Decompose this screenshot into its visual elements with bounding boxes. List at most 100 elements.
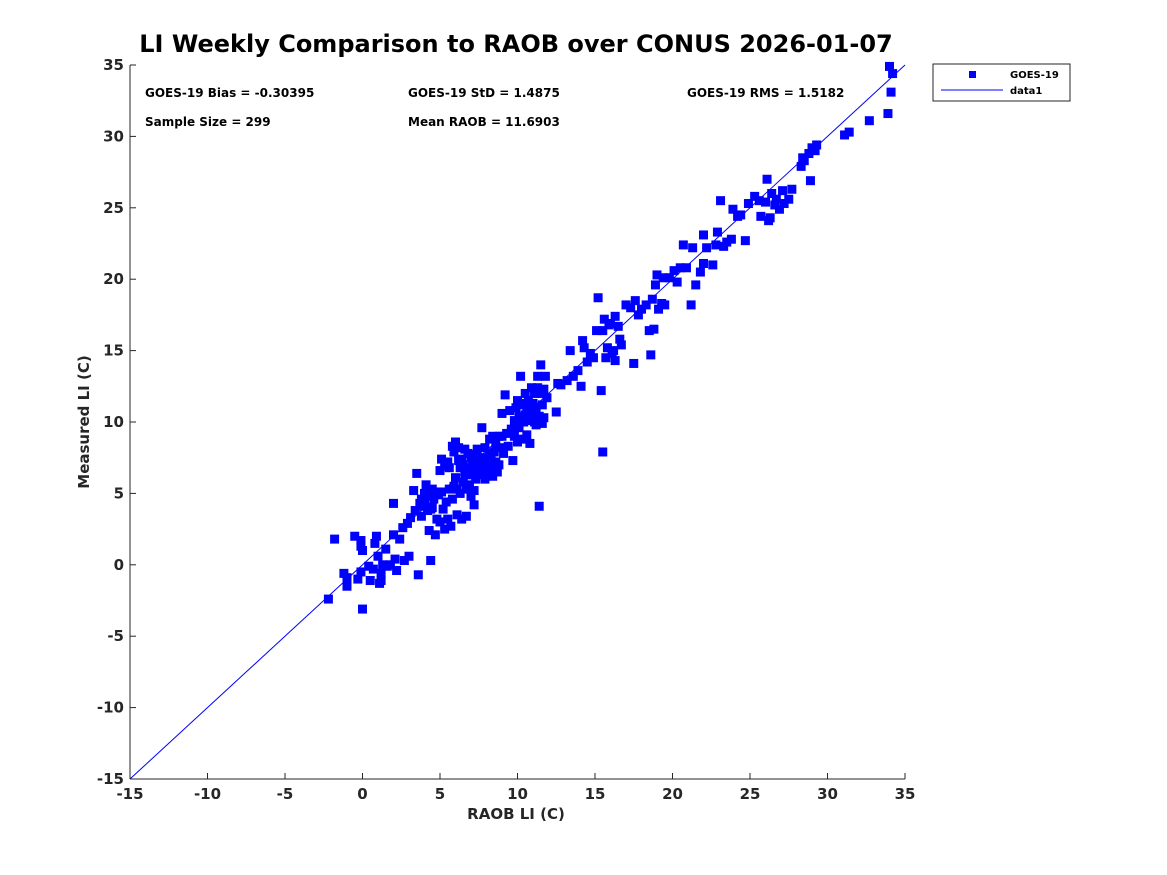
- data-point: [770, 200, 780, 210]
- data-point: [513, 437, 522, 447]
- data-point: [404, 551, 414, 561]
- data-point: [629, 358, 639, 368]
- data-point: [740, 236, 750, 246]
- data-point: [562, 376, 572, 386]
- data-points: [323, 61, 898, 614]
- x-tick-label: 20: [662, 785, 683, 803]
- data-point: [578, 336, 588, 346]
- data-point: [495, 443, 505, 453]
- data-point: [664, 273, 674, 283]
- x-tick-label: -15: [116, 785, 143, 803]
- data-point: [883, 109, 893, 119]
- data-point: [437, 487, 447, 497]
- data-point: [708, 260, 718, 270]
- data-point: [381, 544, 391, 554]
- data-point: [596, 386, 606, 396]
- data-point: [376, 568, 386, 578]
- data-point: [534, 501, 544, 511]
- data-point: [389, 530, 398, 540]
- data-point: [455, 488, 465, 498]
- data-point: [398, 523, 408, 533]
- data-point: [699, 258, 708, 268]
- y-tick-label: 25: [103, 199, 124, 217]
- data-point: [533, 371, 543, 381]
- data-point: [485, 448, 495, 458]
- data-point: [447, 494, 457, 504]
- y-tick-label: 20: [103, 270, 124, 288]
- data-point: [537, 418, 547, 428]
- data-point: [413, 570, 423, 580]
- data-point: [582, 357, 592, 367]
- data-point: [616, 340, 626, 350]
- data-point: [799, 156, 809, 166]
- data-point: [531, 420, 541, 430]
- data-point: [494, 460, 504, 470]
- data-point: [471, 474, 481, 484]
- data-point: [531, 403, 541, 413]
- x-tick-label: 25: [740, 785, 761, 803]
- legend-box: [932, 63, 1071, 102]
- data-point: [492, 467, 502, 477]
- data-point: [519, 417, 529, 427]
- data-point: [650, 280, 660, 290]
- data-point: [454, 443, 464, 453]
- data-point: [598, 447, 608, 457]
- data-point: [420, 488, 429, 498]
- data-point: [443, 514, 453, 524]
- data-point: [885, 61, 894, 71]
- data-point: [477, 460, 487, 470]
- data-point: [610, 311, 620, 321]
- x-tick-label: 0: [357, 785, 367, 803]
- x-axis-label: RAOB LI (C): [467, 805, 565, 823]
- data-point: [466, 491, 476, 501]
- data-point: [621, 300, 631, 310]
- data-point: [356, 567, 366, 577]
- data-point: [712, 227, 722, 237]
- y-tick-label: -5: [107, 627, 124, 645]
- data-point: [385, 560, 395, 570]
- data-point: [497, 408, 507, 418]
- y-tick-label: 5: [114, 484, 124, 502]
- data-point: [681, 263, 691, 273]
- data-point: [537, 400, 547, 410]
- data-point: [686, 300, 696, 310]
- data-point: [765, 213, 775, 223]
- data-point: [728, 204, 738, 214]
- data-point: [469, 486, 479, 496]
- data-point: [771, 194, 781, 204]
- data-point: [840, 130, 850, 140]
- y-tick-label: -10: [97, 699, 124, 717]
- data-point: [500, 390, 510, 400]
- data-point: [592, 326, 602, 336]
- data-point: [449, 447, 459, 457]
- data-point: [475, 470, 485, 480]
- data-point: [516, 371, 526, 381]
- mean-raob-annotation: Mean RAOB = 11.6903: [408, 115, 560, 129]
- data-point: [509, 416, 519, 426]
- data-point: [480, 474, 490, 484]
- data-point: [499, 448, 509, 458]
- data-point: [579, 343, 589, 353]
- data-point: [489, 447, 499, 457]
- data-point: [762, 174, 772, 184]
- data-point: [364, 561, 374, 571]
- data-point: [688, 243, 698, 253]
- data-point: [488, 431, 498, 441]
- data-point: [440, 524, 450, 534]
- sample-size-annotation: Sample Size = 299: [145, 115, 271, 129]
- data-point: [551, 407, 561, 417]
- data-point: [576, 381, 586, 391]
- axis-ticks: -15 -10 -5 0 5 10 15 20 25 30 35 -15 -10 -5 0 5 10 15 20 25…: [97, 56, 916, 803]
- data-point: [373, 551, 383, 561]
- data-point: [330, 534, 340, 544]
- data-point: [358, 604, 367, 614]
- data-point: [365, 576, 375, 586]
- data-point: [599, 314, 609, 324]
- data-point: [787, 184, 797, 194]
- data-point: [669, 266, 679, 276]
- data-point: [468, 467, 478, 477]
- y-tick-label: 0: [114, 556, 124, 574]
- legend-marker-goes19: [969, 71, 976, 78]
- data-point: [458, 460, 468, 470]
- data-point: [779, 199, 789, 209]
